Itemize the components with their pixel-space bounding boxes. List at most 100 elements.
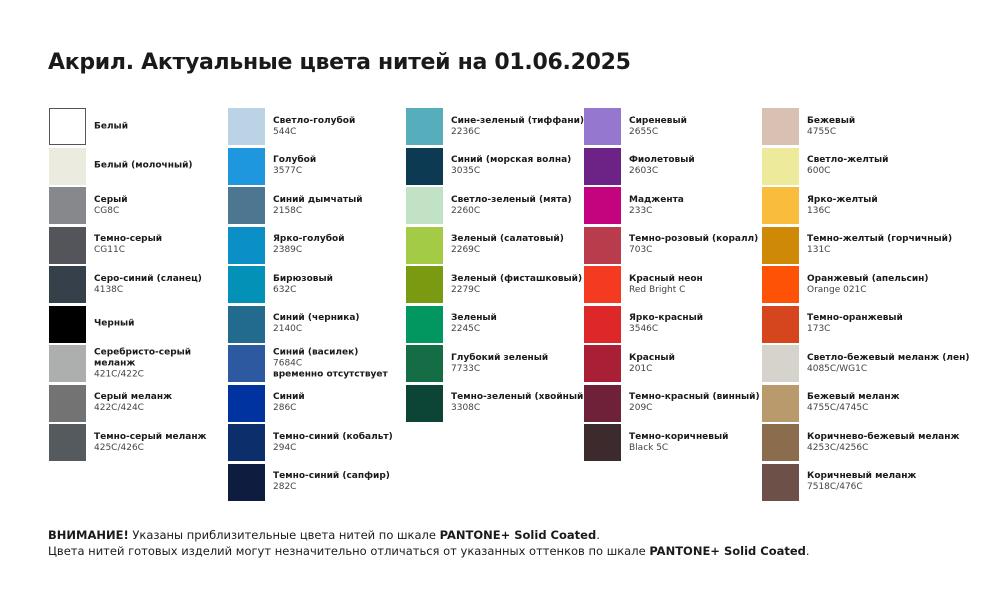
color-item: Темно-красный (винный) 209C bbox=[584, 384, 762, 422]
color-name: Темно-синий (сапфир) bbox=[273, 471, 390, 481]
color-name: Маджента bbox=[629, 194, 684, 205]
color-name: Белый bbox=[94, 121, 129, 131]
color-item: Серый меланж 422C/424C bbox=[49, 384, 227, 422]
color-label: Синий дымчатый 2158C bbox=[273, 195, 363, 217]
color-swatch bbox=[406, 384, 443, 422]
color-label: Светло-зеленый (мята) 2260C bbox=[451, 195, 572, 217]
color-swatch bbox=[228, 424, 265, 461]
color-swatch bbox=[584, 108, 621, 145]
color-label: Зеленый (фисташковый) 2279C bbox=[451, 274, 582, 296]
color-swatch bbox=[762, 424, 799, 461]
color-name: Черный bbox=[94, 318, 135, 329]
color-label: Зеленый (салатовый) 2269C bbox=[451, 234, 564, 256]
color-label: Коричневый меланж 7518C/476C bbox=[807, 471, 916, 493]
color-item: Серебристо-серый меланж 421C/422C bbox=[49, 345, 227, 382]
color-label: Светло-бежевый меланж (лен) 4085C/WG1C bbox=[807, 353, 969, 375]
color-item: Темно-синий (кобальт) 294C bbox=[228, 424, 406, 461]
color-item: Коричневый меланж 7518C/476C bbox=[762, 463, 940, 501]
color-name: Коричневый меланж bbox=[807, 471, 917, 481]
footer-period: . bbox=[805, 544, 810, 558]
color-name: Глубокий зеленый bbox=[451, 352, 549, 363]
color-label: Темно-желтый (горчичный) 131C bbox=[807, 234, 952, 256]
color-label: Красный неон Red Bright C bbox=[629, 274, 703, 296]
color-swatch bbox=[406, 226, 443, 264]
color-swatch bbox=[762, 147, 799, 185]
pantone-code: 7518C/476C bbox=[807, 482, 863, 492]
pantone-code: 2260C bbox=[451, 205, 481, 216]
color-swatch bbox=[49, 305, 86, 343]
color-label: Бирюзовый 632C bbox=[273, 274, 333, 296]
color-name: Серый меланж bbox=[94, 392, 173, 402]
pantone-code: CG11C bbox=[94, 245, 125, 255]
color-item: Темно-розовый (коралл) 703C bbox=[584, 226, 762, 264]
color-name: Синий (морская волна) bbox=[451, 155, 572, 165]
color-swatch bbox=[228, 463, 265, 501]
color-swatch bbox=[584, 345, 621, 382]
color-swatch bbox=[762, 226, 799, 264]
color-swatch bbox=[762, 305, 799, 343]
color-item: Зеленый 2245C bbox=[406, 305, 584, 343]
color-label: Бежевый 4755C bbox=[807, 116, 855, 138]
pantone-code: 4755C/4745C bbox=[807, 403, 869, 413]
color-item: Голубой 3577C bbox=[228, 147, 406, 185]
color-name: Зеленый (фисташковый) bbox=[451, 273, 583, 284]
pantone-code: 7733C bbox=[451, 363, 481, 374]
color-label: Красный 201C bbox=[629, 353, 675, 375]
pantone-code: 2140C bbox=[273, 324, 303, 334]
color-name: Светло-желтый bbox=[807, 155, 889, 165]
pantone-code: 2158C bbox=[273, 205, 303, 216]
color-item: Красный неон Red Bright C bbox=[584, 266, 762, 303]
swatch-column: Белый Белый (молочный) Серый CG8C Темно-серы… bbox=[49, 108, 227, 464]
pantone-code: 422C/424C bbox=[94, 403, 144, 413]
color-label: Темно-синий (сапфир) 282C bbox=[273, 471, 390, 493]
pantone-code: 2389C bbox=[273, 245, 303, 255]
color-name: Зеленый (салатовый) bbox=[451, 234, 564, 244]
color-name: Серебристо-серый меланж bbox=[94, 347, 192, 368]
availability-note: временно отсутствует bbox=[273, 369, 388, 379]
swatch-column: Светло-голубой 544C Голубой 3577C Синий дымч… bbox=[228, 108, 406, 503]
pantone-code: 136C bbox=[807, 205, 831, 216]
pantone-code: 282C bbox=[273, 482, 297, 492]
pantone-code: 173C bbox=[807, 324, 831, 334]
pantone-scale: PANTONE+ Solid Coated bbox=[439, 528, 597, 542]
color-swatch bbox=[584, 305, 621, 343]
color-label: Серо-синий (сланец) 4138C bbox=[94, 274, 202, 296]
color-item: Сине-зеленый (тиффани) 2236C bbox=[406, 108, 584, 145]
color-name: Зеленый bbox=[451, 313, 497, 323]
footer-line-2: Цвета нитей готовых изделий могут незнач… bbox=[48, 543, 810, 559]
color-name: Бежевый bbox=[807, 115, 856, 126]
color-item: Бирюзовый 632C bbox=[228, 266, 406, 303]
color-item: Темно-серый CG11C bbox=[49, 226, 227, 264]
pantone-code: 3308C bbox=[451, 403, 481, 413]
color-label: Белый bbox=[94, 121, 128, 132]
color-item: Белый bbox=[49, 108, 227, 145]
color-label: Ярко-красный 3546C bbox=[629, 313, 703, 335]
pantone-code: 2236C bbox=[451, 126, 481, 137]
color-name: Синий дымчатый bbox=[273, 194, 363, 205]
color-item: Синий (черника) 2140C bbox=[228, 305, 406, 343]
color-name: Сиреневый bbox=[629, 115, 687, 126]
pantone-code: 703C bbox=[629, 245, 653, 255]
color-swatch bbox=[762, 345, 799, 382]
color-name: Серый bbox=[94, 194, 128, 205]
color-name: Темно-серый bbox=[94, 234, 163, 244]
color-name: Сине-зеленый (тиффани) bbox=[451, 115, 585, 126]
color-swatch bbox=[406, 266, 443, 303]
color-label: Темно-красный (винный) 209C bbox=[629, 392, 760, 414]
pantone-code: 294C bbox=[273, 442, 297, 453]
color-item: Светло-желтый 600C bbox=[762, 147, 940, 185]
color-name: Коричнево-бежевый меланж bbox=[807, 431, 960, 442]
color-swatch bbox=[584, 266, 621, 303]
color-name: Красный неон bbox=[629, 273, 703, 284]
color-swatch bbox=[49, 226, 86, 264]
color-swatch bbox=[762, 266, 799, 303]
color-item: Темно-оранжевый 173C bbox=[762, 305, 940, 343]
color-swatch bbox=[228, 266, 265, 303]
color-item: Темно-коричневый Black 5C bbox=[584, 424, 762, 461]
color-swatch bbox=[584, 384, 621, 422]
color-item: Светло-голубой 544C bbox=[228, 108, 406, 145]
footer-text: Цвета нитей готовых изделий могут незнач… bbox=[48, 544, 650, 558]
color-name: Синий bbox=[273, 392, 305, 402]
color-label: Бежевый меланж 4755C/4745C bbox=[807, 392, 900, 414]
color-item: Ярко-желтый 136C bbox=[762, 187, 940, 224]
